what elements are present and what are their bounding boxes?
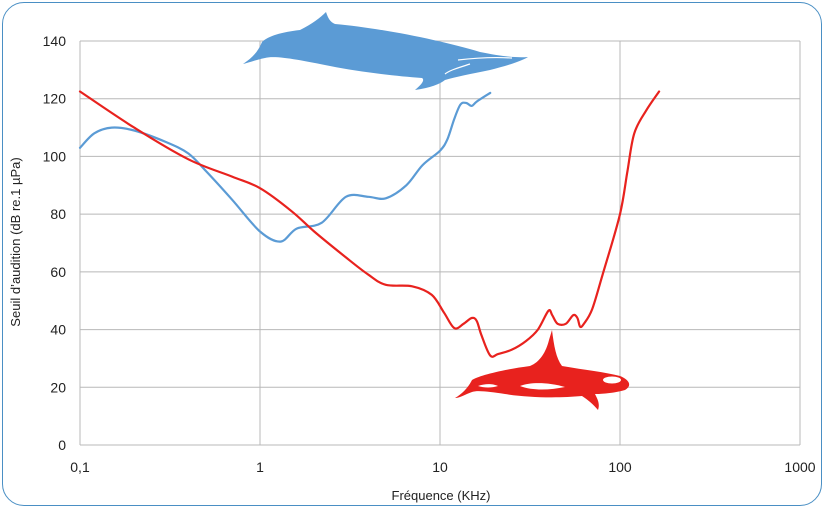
y-tick-label: 0	[58, 437, 66, 453]
x-axis-ticks: 0,1 1 10 100 1000	[70, 459, 816, 475]
whale-icon	[243, 12, 528, 90]
y-axis-label: Seuil d’audition (dB re.1 µPa)	[8, 157, 23, 326]
orca-icon	[455, 330, 630, 410]
series-line-1	[78, 90, 661, 358]
series-line-0	[78, 91, 492, 243]
x-tick-label: 0,1	[70, 459, 90, 475]
series-group	[78, 90, 661, 358]
y-tick-label: 60	[50, 264, 66, 280]
y-tick-label: 120	[43, 91, 67, 107]
x-tick-label: 100	[608, 459, 632, 475]
x-tick-label: 1000	[784, 459, 815, 475]
y-tick-label: 140	[43, 33, 67, 49]
y-tick-label: 100	[43, 148, 67, 164]
x-tick-label: 10	[432, 459, 448, 475]
y-tick-label: 80	[50, 206, 66, 222]
y-tick-label: 40	[50, 322, 66, 338]
grid	[79, 40, 801, 446]
x-axis-label: Fréquence (KHz)	[392, 488, 491, 503]
x-tick-label: 1	[256, 459, 264, 475]
y-axis-ticks: 0 20 40 60 80 100 120 140	[43, 33, 67, 453]
y-tick-label: 20	[50, 379, 66, 395]
